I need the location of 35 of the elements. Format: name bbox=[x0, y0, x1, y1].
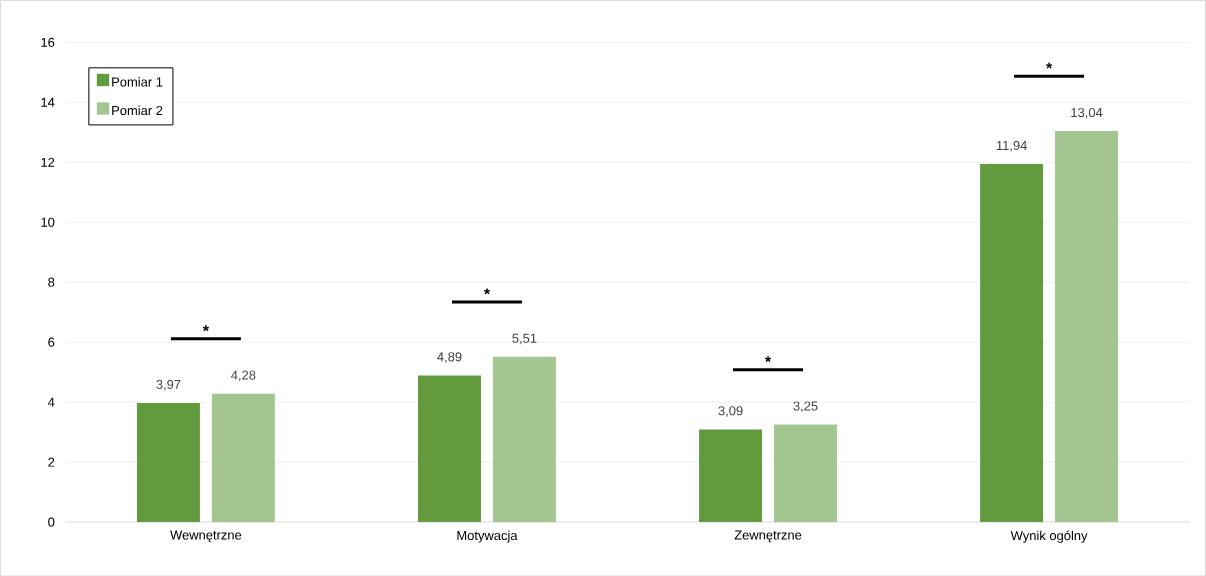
x-tick-label: Wewnętrzne bbox=[170, 530, 242, 542]
annotation: * bbox=[483, 288, 491, 295]
legend-label: Pomiar 1 bbox=[112, 76, 163, 87]
data-label: 3,25 bbox=[793, 401, 818, 412]
data-label: 13,04 bbox=[1071, 107, 1103, 119]
bar bbox=[418, 375, 481, 522]
annotation: * bbox=[764, 355, 772, 362]
y-tick-label: 14 bbox=[41, 97, 55, 107]
bar bbox=[980, 163, 1044, 522]
x-tick-label: Wynik ogólny bbox=[1010, 530, 1088, 543]
x-tick-label: Motywacja bbox=[457, 530, 518, 543]
bar bbox=[492, 356, 556, 522]
y-tick-label: 12 bbox=[41, 157, 55, 167]
y-tick-label: 16 bbox=[41, 37, 55, 47]
data-label: 4,28 bbox=[231, 370, 256, 382]
y-tick-label: 4 bbox=[47, 397, 55, 407]
annotation: * bbox=[1046, 62, 1053, 69]
bar bbox=[1055, 130, 1119, 522]
bar bbox=[211, 393, 275, 522]
x-tick-label: Zewnętrzne bbox=[734, 530, 802, 542]
annotation: * bbox=[202, 325, 209, 332]
bar bbox=[136, 402, 200, 522]
y-tick-label: 2 bbox=[48, 457, 55, 467]
legend-label: Pomiar 2 bbox=[112, 105, 163, 115]
data-label: 3,09 bbox=[718, 406, 743, 417]
bar bbox=[699, 429, 763, 522]
data-label: 11,94 bbox=[996, 140, 1027, 152]
y-tick-label: 6 bbox=[48, 337, 55, 347]
data-label: 4,89 bbox=[437, 352, 462, 363]
y-tick-label: 0 bbox=[48, 517, 55, 527]
data-label: 3,97 bbox=[156, 379, 181, 391]
bar bbox=[774, 424, 837, 522]
y-tick-label: 8 bbox=[48, 277, 55, 287]
data-label: 5,51 bbox=[512, 333, 537, 345]
y-tick-label: 10 bbox=[41, 217, 55, 227]
